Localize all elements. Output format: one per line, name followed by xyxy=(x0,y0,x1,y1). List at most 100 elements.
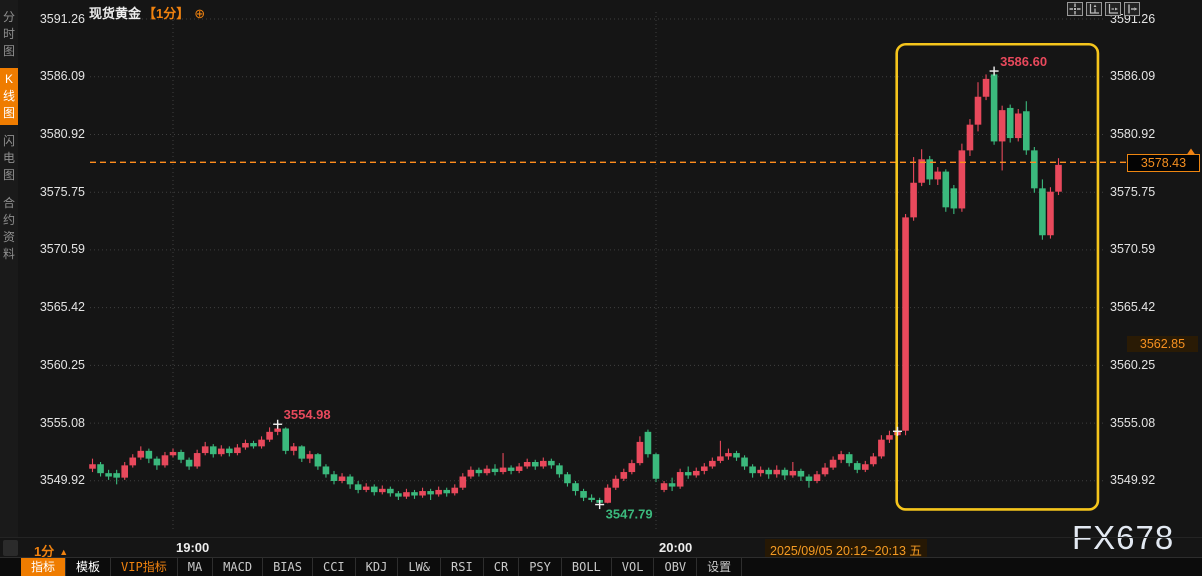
candle xyxy=(427,491,434,495)
indicator-tab-BOLL[interactable]: BOLL xyxy=(562,558,612,576)
indicator-tab-指标[interactable]: 指标 xyxy=(21,558,67,576)
indicator-tab-VIP指标[interactable]: VIP指标 xyxy=(111,558,178,576)
candlestick-chart[interactable]: 3554.98 3547.79 3586.60 xyxy=(0,0,1202,537)
y-axis-label: 3591.26 xyxy=(39,11,85,26)
candle xyxy=(636,441,644,464)
candle xyxy=(443,489,450,494)
candle xyxy=(395,493,402,497)
y-axis-label: 3560.25 xyxy=(1110,357,1156,372)
indicator-tab-CCI[interactable]: CCI xyxy=(313,558,356,576)
indicator-tab-LW&[interactable]: LW& xyxy=(398,558,442,576)
candle xyxy=(370,486,378,493)
candle xyxy=(419,491,426,496)
candle xyxy=(548,460,555,466)
y-axis-label: 3570.59 xyxy=(39,242,85,257)
x-axis-label: 19:00 xyxy=(176,540,210,555)
sidebar-tab-3[interactable]: 合约资料 xyxy=(2,196,15,261)
candle xyxy=(966,124,974,151)
indicator-tab-模板[interactable]: 模板 xyxy=(66,558,112,576)
candle xyxy=(845,454,853,464)
y-axis-label: 3565.42 xyxy=(1110,300,1156,315)
candle xyxy=(193,453,201,467)
candle xyxy=(483,468,491,474)
link-icon[interactable]: ⊕ xyxy=(194,6,206,21)
interval-selector[interactable]: 1分 ▲ xyxy=(34,544,69,559)
indicator-tab-PSY[interactable]: PSY xyxy=(519,558,562,576)
y-axis-label: 3586.09 xyxy=(1110,69,1156,84)
candle xyxy=(910,182,917,218)
candle xyxy=(1055,164,1062,192)
indicator-tab-BIAS[interactable]: BIAS xyxy=(263,558,313,576)
candle xyxy=(837,454,845,460)
candle xyxy=(958,150,966,209)
candle xyxy=(652,454,660,479)
indicator-tab-MACD[interactable]: MACD xyxy=(213,558,264,576)
indicator-tab-设置[interactable]: 设置 xyxy=(697,558,743,576)
candle xyxy=(701,466,708,471)
candle xyxy=(620,472,628,479)
indicator-tab-MA[interactable]: MA xyxy=(178,558,214,576)
indicator-tab-CR[interactable]: CR xyxy=(484,558,520,576)
crosshair-tool-icon[interactable] xyxy=(1067,2,1083,16)
extreme-label: 3547.79 xyxy=(606,507,653,522)
candle xyxy=(218,448,225,455)
candle xyxy=(612,478,620,488)
indicator-tab-RSI[interactable]: RSI xyxy=(441,558,484,576)
candle xyxy=(354,484,362,490)
y-axis-label: 3560.25 xyxy=(39,357,85,372)
candle xyxy=(282,428,289,451)
candle xyxy=(886,435,893,440)
candle xyxy=(918,159,925,183)
indicator-tab-VOL[interactable]: VOL xyxy=(612,558,655,576)
highlight-box xyxy=(895,42,1100,511)
y-axis-scale-icon[interactable] xyxy=(1086,2,1102,16)
candle xyxy=(1023,111,1030,151)
chevron-up-icon: ▲ xyxy=(59,547,69,557)
candle xyxy=(773,469,781,475)
corner-chip xyxy=(3,540,18,556)
x-axis-label: 20:00 xyxy=(659,540,693,555)
candle-date-range: 2025/09/05 20:12~20:13 五 xyxy=(765,539,927,560)
candle xyxy=(451,487,459,494)
candle xyxy=(942,171,950,208)
y-axis-label: 3575.75 xyxy=(1110,184,1156,199)
candle xyxy=(749,466,756,474)
candle xyxy=(379,488,386,493)
candle xyxy=(89,464,96,469)
candle xyxy=(290,446,298,451)
candle xyxy=(161,455,169,466)
sidebar-tab-2[interactable]: 闪电图 xyxy=(2,134,15,182)
candle xyxy=(878,439,885,457)
chart-toolbar xyxy=(1067,2,1140,16)
candle xyxy=(974,96,982,125)
y-axis-label: 3580.92 xyxy=(1110,126,1156,141)
indicator-tab-OBV[interactable]: OBV xyxy=(654,558,698,576)
x-axis-scale-icon[interactable] xyxy=(1105,2,1121,16)
candle xyxy=(676,472,684,487)
candle xyxy=(660,483,668,490)
candle xyxy=(330,474,338,481)
candle xyxy=(177,451,185,460)
candle xyxy=(209,446,217,455)
candle xyxy=(862,464,869,470)
y-axis-label: 3591.26 xyxy=(1110,11,1156,26)
reference-price-label: 3562.85 xyxy=(1127,335,1198,352)
sidebar-tab-1[interactable]: K线图 xyxy=(0,68,18,125)
sidebar-tab-0[interactable]: 分时图 xyxy=(2,10,15,58)
y-axis-label: 3575.75 xyxy=(39,184,85,199)
candle xyxy=(540,460,547,467)
candle xyxy=(556,465,563,475)
indicator-tab-KDJ[interactable]: KDJ xyxy=(356,558,399,576)
y-axis-label: 3565.42 xyxy=(39,300,85,315)
candle xyxy=(338,476,346,481)
candle xyxy=(668,483,676,487)
shift-right-icon[interactable] xyxy=(1124,2,1140,16)
indicator-tabbar: 指标 模板 VIP指标 MA MACD BIAS CCI KDJ LW& RSI CR PSY BOLL… xyxy=(0,557,1202,576)
candle xyxy=(684,472,692,476)
y-axis-label: 3555.08 xyxy=(39,415,85,430)
candle xyxy=(757,469,764,474)
y-axis-label: 3549.92 xyxy=(39,473,85,488)
candle xyxy=(459,476,467,488)
candle xyxy=(853,463,861,470)
candle xyxy=(137,450,145,458)
